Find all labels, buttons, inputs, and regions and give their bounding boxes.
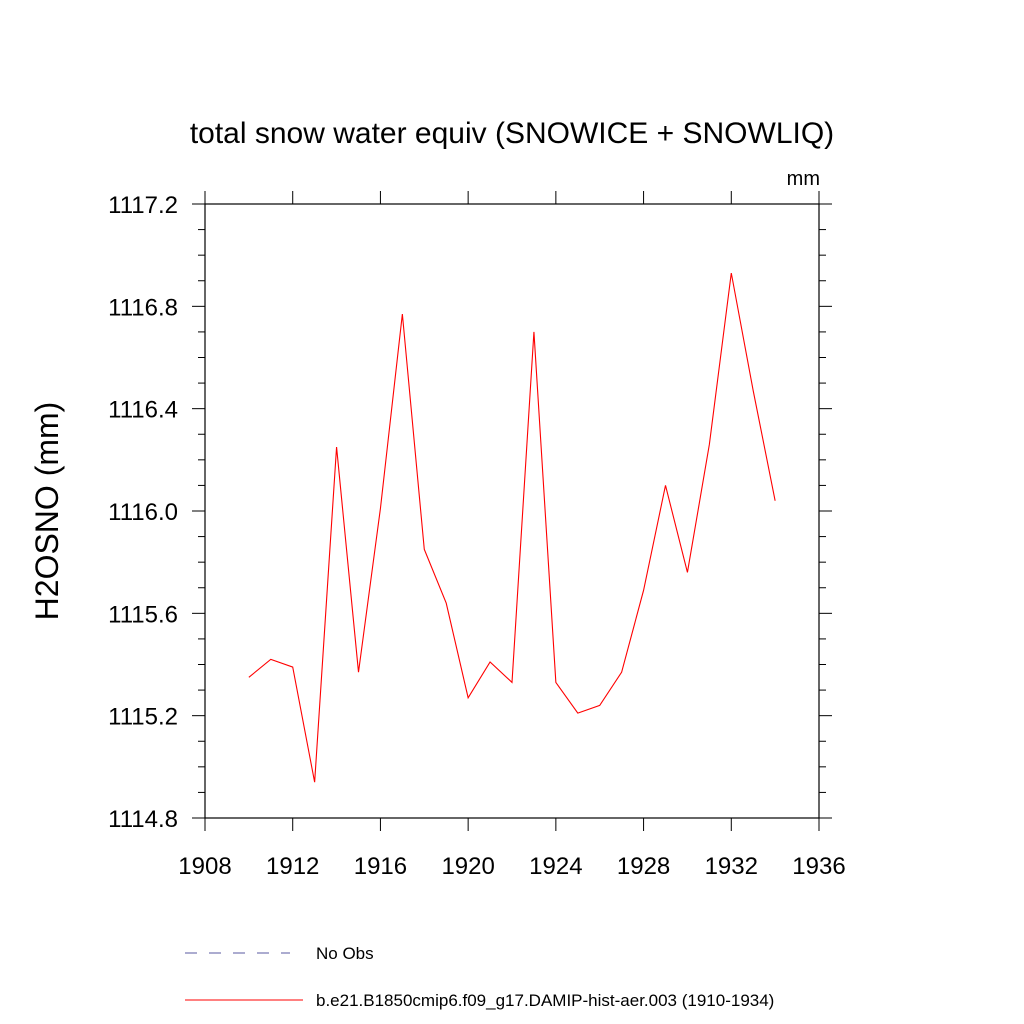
y-axis-label: H2OSNO (mm) [29, 402, 65, 621]
plot-frame [204, 203, 820, 819]
x-tick-labels: 1908 1912 1916 1920 1924 1928 1932 1936 [178, 853, 845, 880]
x-tick-label: 1908 [178, 853, 231, 880]
y-tick-label: 1116.4 [108, 397, 178, 424]
legend-label-no-obs: No Obs [316, 944, 374, 963]
legend: No Obs b.e21.B1850cmip6.f09_g17.DAMIP-hi… [185, 944, 774, 1010]
series-line-0 [248, 272, 776, 783]
y-tick-label: 1115.6 [108, 601, 178, 628]
series-layer [248, 272, 776, 783]
y-tick-labels: 1114.8 1115.2 1115.6 1116.0 1116.4 1116.8 1117… [108, 192, 178, 833]
y-tick-label: 1115.2 [108, 704, 178, 731]
y-tick-label: 1116.0 [108, 499, 178, 526]
x-tick-label: 1932 [705, 853, 758, 880]
units-label: mm [787, 168, 820, 190]
legend-label-model: b.e21.B1850cmip6.f09_g17.DAMIP-hist-aer.… [316, 991, 774, 1010]
y-tick-label: 1116.8 [108, 294, 178, 321]
x-tick-label: 1924 [529, 853, 582, 880]
y-tick-label: 1117.2 [108, 192, 178, 219]
x-tick-label: 1928 [617, 853, 670, 880]
chart-title: total snow water equiv (SNOWICE + SNOWLI… [190, 117, 834, 150]
axis-ticks [192, 191, 832, 831]
y-tick-label: 1114.8 [108, 806, 178, 833]
x-tick-label: 1916 [354, 853, 407, 880]
x-tick-label: 1912 [266, 853, 319, 880]
x-tick-label: 1936 [792, 853, 845, 880]
x-tick-label: 1920 [441, 853, 494, 880]
